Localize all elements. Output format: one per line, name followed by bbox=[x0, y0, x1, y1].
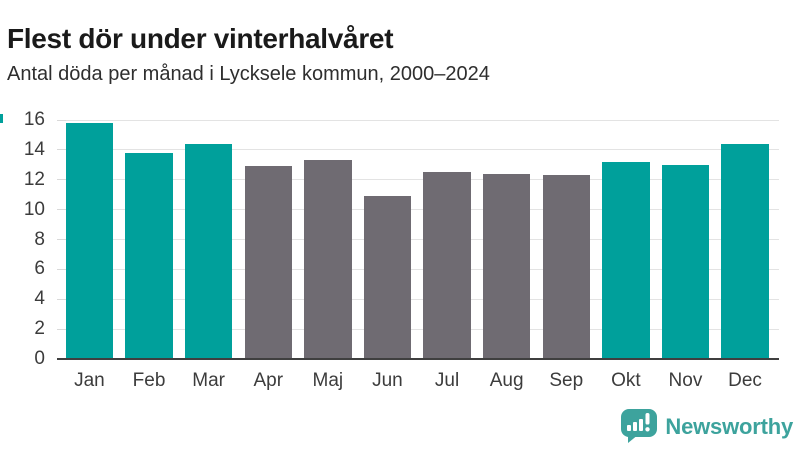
y-axis-tick-8 bbox=[57, 239, 66, 240]
bar-jul bbox=[423, 172, 471, 359]
bar-sep bbox=[542, 175, 590, 359]
x-axis-label-jun: Jun bbox=[372, 370, 403, 391]
bar-maj bbox=[304, 160, 352, 359]
y-axis-tick-2 bbox=[57, 328, 66, 330]
chart-subtitle: Antal döda per månad i Lycksele kommun, … bbox=[7, 63, 490, 85]
y-axis-label-2: 2 bbox=[34, 318, 45, 340]
y-axis-label-14: 14 bbox=[23, 138, 45, 160]
y-axis-label-4: 4 bbox=[34, 288, 45, 310]
x-axis-label-apr: Apr bbox=[253, 370, 284, 391]
y-axis-tick-10 bbox=[57, 209, 66, 211]
x-axis-label-dec: Dec bbox=[728, 370, 762, 391]
x-axis-label-mar: Mar bbox=[192, 370, 225, 391]
x-axis-label-feb: Feb bbox=[132, 370, 166, 391]
bar-aug bbox=[482, 173, 531, 359]
y-axis-tick-14 bbox=[57, 149, 66, 151]
y-axis-label-16: 16 bbox=[23, 109, 45, 130]
gridline-2 bbox=[57, 328, 779, 330]
x-axis-label-maj: Maj bbox=[312, 370, 344, 391]
gridline-4 bbox=[57, 298, 779, 300]
y-axis-tick-12 bbox=[57, 179, 66, 181]
edge-accent-mark bbox=[0, 114, 3, 123]
bar-apr bbox=[244, 166, 292, 359]
x-axis-label-aug: Aug bbox=[489, 370, 524, 391]
y-axis-tick-6 bbox=[57, 268, 66, 270]
x-axis-label-jul: Jul bbox=[434, 370, 460, 391]
x-axis-label-jan: Jan bbox=[74, 370, 105, 391]
newsworthy-logo-text: Newsworthy bbox=[665, 413, 793, 439]
newsworthy-logo: Newsworthy bbox=[621, 409, 793, 444]
y-axis-label-6: 6 bbox=[34, 258, 45, 280]
plot-area bbox=[57, 119, 779, 359]
y-axis-label-0: 0 bbox=[34, 348, 45, 369]
bar-feb bbox=[125, 152, 173, 359]
chart-title: Flest dör under vinterhalvåret bbox=[7, 22, 394, 54]
x-axis-line bbox=[57, 358, 779, 360]
bar-jun bbox=[363, 196, 412, 359]
gridline-16 bbox=[57, 119, 779, 121]
y-axis-label-12: 12 bbox=[23, 168, 45, 190]
bar-okt bbox=[602, 161, 650, 359]
gridline-10 bbox=[57, 209, 779, 211]
y-axis-tick-16 bbox=[57, 119, 66, 121]
gridline-6 bbox=[57, 268, 779, 270]
gridline-12 bbox=[57, 179, 779, 181]
gridline-14 bbox=[57, 149, 779, 151]
bar-nov bbox=[661, 164, 710, 359]
newsworthy-logo-icon bbox=[621, 409, 658, 443]
bar-jan bbox=[65, 123, 114, 359]
gridline-8 bbox=[57, 239, 779, 240]
y-axis-label-10: 10 bbox=[23, 198, 45, 220]
y-axis-label-8: 8 bbox=[34, 228, 45, 250]
bar-dec bbox=[721, 143, 769, 359]
x-axis-label-okt: Okt bbox=[611, 370, 641, 391]
x-axis-label-nov: Nov bbox=[668, 370, 703, 391]
y-axis-tick-4 bbox=[57, 298, 66, 300]
bar-mar bbox=[184, 143, 233, 359]
x-axis-label-sep: Sep bbox=[549, 370, 584, 391]
